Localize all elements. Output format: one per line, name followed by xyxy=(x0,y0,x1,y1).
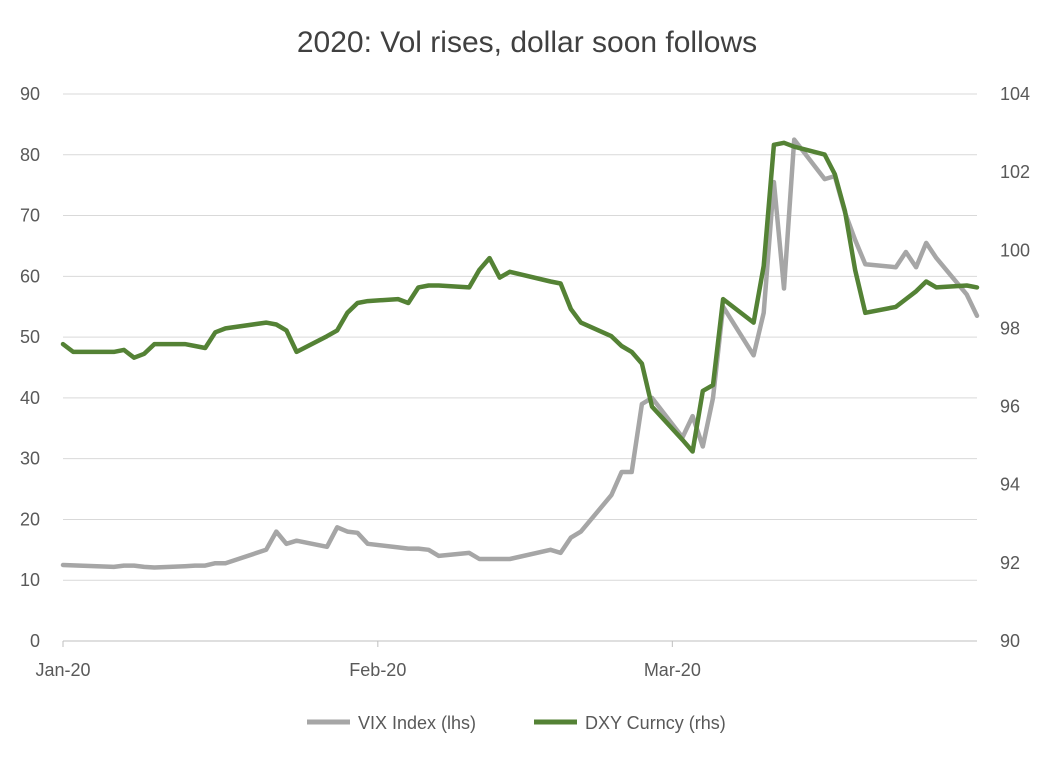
x-tick-label: Mar-20 xyxy=(644,660,701,680)
x-tick-label: Jan-20 xyxy=(35,660,90,680)
left-tick-label: 20 xyxy=(20,509,40,529)
series-line-vix xyxy=(60,137,980,570)
right-tick-label: 98 xyxy=(1000,318,1020,338)
right-tick-label: 100 xyxy=(1000,240,1030,260)
left-tick-label: 70 xyxy=(20,206,40,226)
x-tick-label: Feb-20 xyxy=(349,660,406,680)
left-tick-label: 50 xyxy=(20,327,40,347)
right-tick-label: 92 xyxy=(1000,553,1020,573)
left-tick-label: 40 xyxy=(20,388,40,408)
left-tick-label: 90 xyxy=(20,84,40,104)
right-tick-label: 96 xyxy=(1000,397,1020,417)
legend-label-vix: VIX Index (lhs) xyxy=(358,713,476,733)
series-lines xyxy=(60,137,980,570)
left-tick-label: 80 xyxy=(20,145,40,165)
right-tick-label: 90 xyxy=(1000,631,1020,651)
legend-label-dxy: DXY Curncy (rhs) xyxy=(585,713,726,733)
right-axis-ticks: 90 92 94 96 98 100 102 104 xyxy=(1000,84,1030,651)
left-tick-label: 10 xyxy=(20,570,40,590)
right-tick-label: 94 xyxy=(1000,475,1020,495)
legend: VIX Index (lhs) DXY Curncy (rhs) xyxy=(307,713,726,733)
series-line-dxy xyxy=(60,140,980,454)
left-tick-label: 30 xyxy=(20,449,40,469)
left-tick-label: 0 xyxy=(30,631,40,651)
gridlines xyxy=(63,93,977,642)
left-axis-ticks: 0 10 20 30 40 50 60 70 80 90 xyxy=(20,84,40,651)
right-tick-label: 102 xyxy=(1000,162,1030,182)
x-axis-ticks: Jan-20 Feb-20 Mar-20 xyxy=(35,641,701,680)
right-tick-label: 104 xyxy=(1000,84,1030,104)
left-tick-label: 60 xyxy=(20,266,40,286)
chart-title: 2020: Vol rises, dollar soon follows xyxy=(297,26,757,59)
